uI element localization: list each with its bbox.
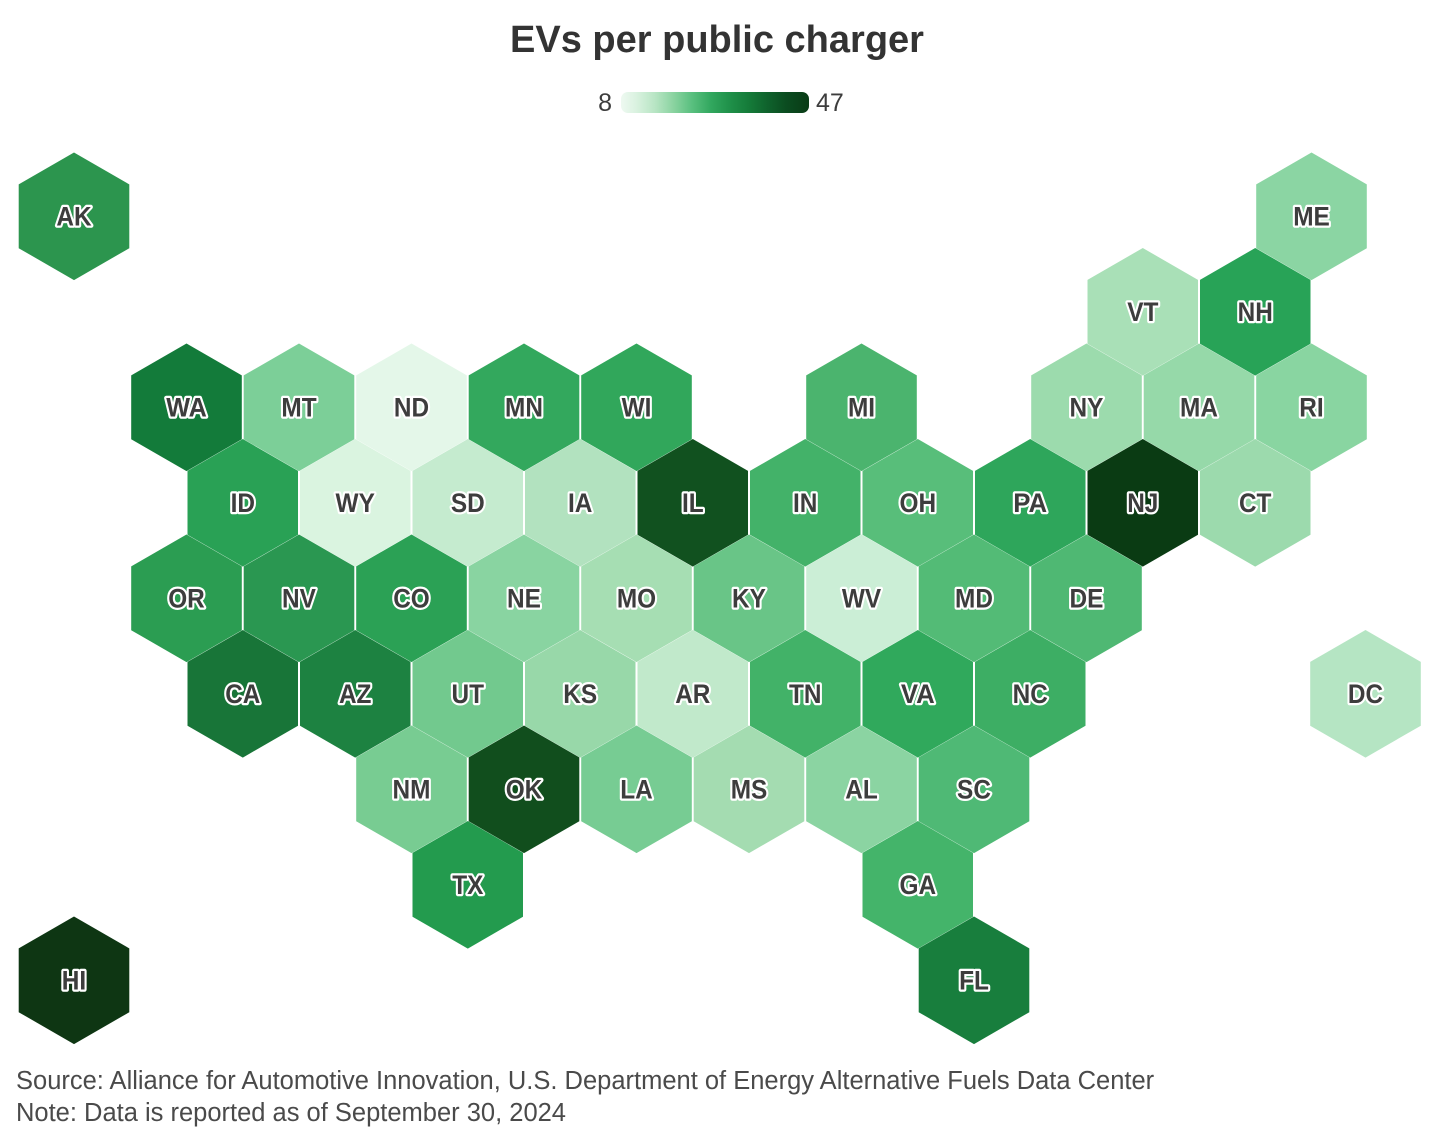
svg-text:MN: MN — [505, 392, 543, 422]
svg-text:NE: NE — [507, 583, 541, 613]
svg-text:IL: IL — [682, 488, 704, 518]
svg-text:DC: DC — [1348, 679, 1383, 709]
svg-text:OK: OK — [506, 774, 543, 804]
svg-text:VT: VT — [1127, 297, 1158, 327]
svg-text:MO: MO — [617, 583, 656, 613]
svg-text:MS: MS — [731, 774, 768, 804]
svg-text:ME: ME — [1293, 201, 1330, 231]
svg-text:NV: NV — [282, 583, 316, 613]
svg-text:WV: WV — [842, 583, 882, 613]
svg-text:SD: SD — [451, 488, 485, 518]
svg-text:KS: KS — [563, 679, 597, 709]
svg-text:NC: NC — [1013, 679, 1048, 709]
svg-text:HI: HI — [62, 965, 86, 995]
svg-text:WI: WI — [622, 392, 652, 422]
svg-text:GA: GA — [900, 870, 937, 900]
svg-text:SC: SC — [957, 774, 991, 804]
svg-text:CT: CT — [1239, 488, 1272, 518]
svg-text:NM: NM — [393, 774, 431, 804]
svg-text:AL: AL — [845, 774, 878, 804]
svg-text:CO: CO — [393, 583, 430, 613]
svg-text:OH: OH — [900, 488, 937, 518]
svg-text:NJ: NJ — [1127, 488, 1158, 518]
svg-text:AK: AK — [56, 201, 91, 231]
svg-text:ID: ID — [231, 488, 255, 518]
svg-text:DE: DE — [1070, 583, 1104, 613]
svg-text:WA: WA — [166, 392, 207, 422]
svg-text:IN: IN — [793, 488, 817, 518]
svg-text:NH: NH — [1238, 297, 1273, 327]
svg-text:TN: TN — [789, 679, 822, 709]
svg-text:KY: KY — [732, 583, 766, 613]
svg-text:AZ: AZ — [339, 679, 372, 709]
svg-text:MT: MT — [281, 392, 316, 422]
svg-text:UT: UT — [452, 679, 485, 709]
svg-text:RI: RI — [1299, 392, 1323, 422]
svg-text:MI: MI — [848, 392, 875, 422]
svg-text:VA: VA — [901, 679, 935, 709]
svg-text:MA: MA — [1180, 392, 1218, 422]
svg-text:WY: WY — [336, 488, 376, 518]
svg-text:PA: PA — [1013, 488, 1047, 518]
svg-text:MD: MD — [955, 583, 993, 613]
svg-text:OR: OR — [168, 583, 205, 613]
svg-text:IA: IA — [568, 488, 592, 518]
svg-text:FL: FL — [959, 965, 989, 995]
svg-text:NY: NY — [1070, 392, 1104, 422]
svg-text:TX: TX — [452, 870, 483, 900]
svg-text:LA: LA — [620, 774, 653, 804]
svg-text:ND: ND — [394, 392, 429, 422]
svg-text:AR: AR — [675, 679, 710, 709]
svg-text:CA: CA — [225, 679, 260, 709]
